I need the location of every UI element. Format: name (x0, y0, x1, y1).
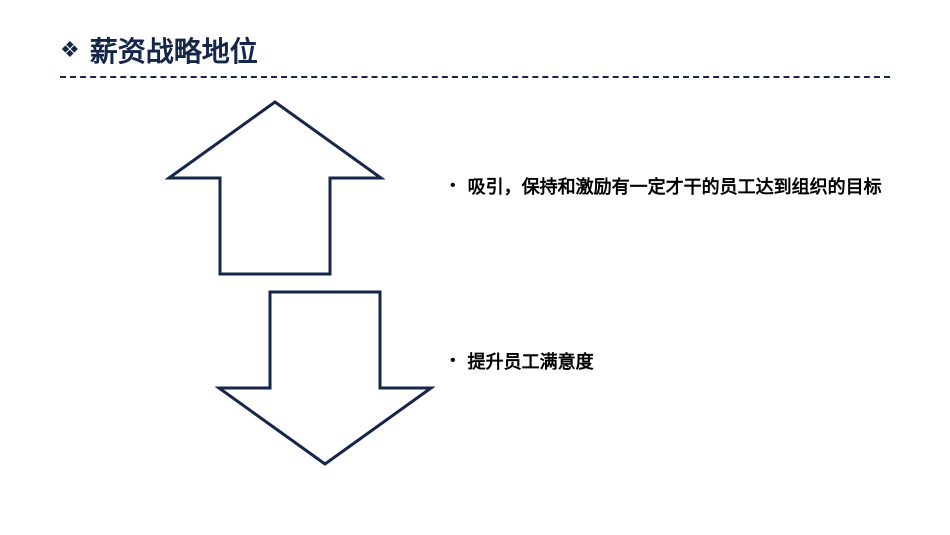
title-row: ❖ 薪资战略地位 (60, 30, 890, 70)
bullet-item: • 吸引，保持和激励有一定才干的员工达到组织的目标 (450, 173, 882, 202)
bullet-dot-icon: • (450, 173, 456, 199)
slide: ❖ 薪资战略地位 • 吸引，保持和激励有一定才干的员工达到组织的目标 • 提升员… (0, 0, 950, 535)
bullet-text: 提升员工满意度 (468, 348, 594, 377)
content-area: • 吸引，保持和激励有一定才干的员工达到组织的目标 • 提升员工满意度 (60, 98, 890, 518)
title-divider (60, 76, 890, 78)
slide-title: 薪资战略地位 (90, 30, 258, 70)
arrow-up-icon (165, 98, 385, 278)
bullet-text: 吸引，保持和激励有一定才干的员工达到组织的目标 (468, 173, 882, 202)
arrow-down-icon (215, 288, 435, 468)
bullet-item: • 提升员工满意度 (450, 348, 594, 377)
diamond-bullet-icon: ❖ (60, 39, 80, 61)
bullet-dot-icon: • (450, 348, 456, 374)
